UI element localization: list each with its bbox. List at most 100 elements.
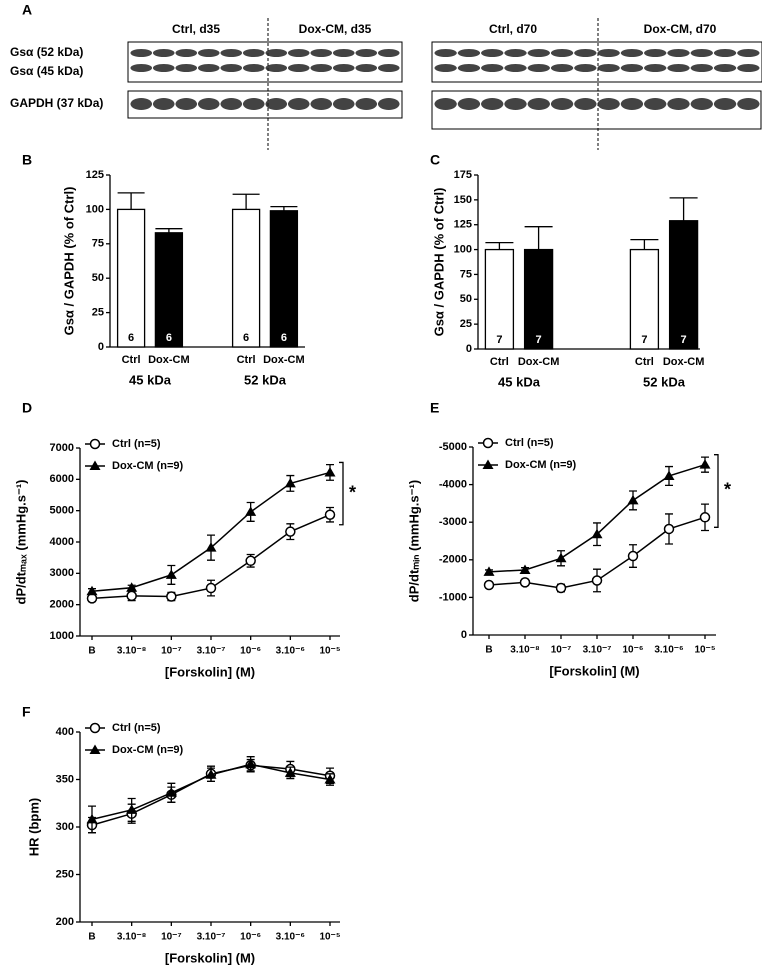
blot-band: [713, 49, 737, 57]
blot-band: [377, 98, 400, 110]
marker: [86, 593, 98, 604]
error-bar: [485, 241, 514, 250]
blot-band: [355, 64, 378, 72]
blot-band: [175, 98, 198, 110]
marker: [627, 494, 639, 505]
marker: [324, 509, 336, 520]
y-tick-label: 250: [56, 868, 74, 880]
blot-band: [737, 98, 760, 110]
x-tick-label: 3.10⁻⁸: [510, 645, 540, 656]
bar: [154, 232, 184, 348]
bar: [484, 248, 515, 350]
blot-frame: [127, 41, 403, 83]
y-tick-label: 2000: [50, 599, 74, 611]
series-label: Ctrl: [635, 356, 654, 368]
blot-band: [287, 64, 310, 72]
series-label: Dox-CM: [148, 354, 190, 366]
y-tick-label: 0: [466, 343, 472, 355]
panel-label: B: [22, 152, 32, 168]
marker: [245, 555, 256, 567]
x-axis-label: [Forskolin] (M): [165, 664, 255, 679]
y-tick-label: 0: [98, 341, 104, 353]
legend-label: Dox-CM (n=9): [112, 460, 184, 472]
y-tick-label: 50: [92, 272, 104, 284]
blot-band: [310, 49, 333, 57]
panel-label: E: [430, 400, 439, 416]
y-tick-label: 400: [56, 726, 74, 738]
blot-band: [287, 98, 310, 110]
blot-band: [220, 49, 243, 57]
bar: [668, 220, 699, 350]
marker: [663, 523, 675, 535]
marker: [165, 787, 177, 797]
blot-band: [481, 49, 504, 57]
blot-band: [434, 64, 457, 72]
blot-band: [504, 98, 527, 110]
blot-band: [130, 64, 153, 72]
marker: [165, 569, 177, 579]
error-bar: [232, 193, 260, 210]
error-bar: [270, 205, 298, 211]
blot-band: [574, 98, 597, 110]
blot-band: [332, 49, 355, 57]
blot-band: [434, 98, 457, 110]
y-axis-label: Gsα / GAPDH (% of Ctrl): [431, 188, 446, 337]
marker: [205, 769, 217, 779]
series-label: Dox-CM: [518, 356, 560, 368]
marker: [284, 477, 296, 488]
y-axis-label: HR (bpm): [26, 798, 41, 857]
legend-label: Ctrl (n=5): [505, 437, 554, 449]
blot-band: [504, 49, 527, 57]
blot-band: [310, 64, 333, 72]
blot-band: [550, 64, 574, 72]
blot-band: [457, 64, 481, 72]
marker: [627, 550, 639, 562]
marker: [245, 506, 257, 516]
blot-band: [620, 98, 644, 110]
blot-frame: [431, 41, 762, 83]
marker: [126, 804, 138, 814]
y-tick-label: 100: [86, 203, 104, 215]
marker: [284, 767, 296, 777]
blot-band: [574, 49, 597, 57]
x-tick-label: 10⁻⁷: [161, 932, 182, 943]
group-label: 52 kDa: [643, 374, 686, 389]
marker: [591, 528, 603, 539]
legend-marker: [89, 460, 101, 470]
y-tick-label: 1000: [50, 630, 74, 642]
blot-band: [242, 64, 265, 72]
x-tick-label: 3.10⁻⁷: [197, 646, 226, 657]
marker: [663, 470, 675, 480]
marker: [205, 582, 217, 594]
y-tick-label: 75: [92, 238, 104, 250]
y-axis-label: dP/dtₘᵢₙ (mmHg.s⁻¹): [406, 480, 421, 602]
marker: [483, 566, 495, 576]
marker: [699, 512, 711, 523]
y-tick-label: -3000: [439, 516, 467, 528]
y-tick-label: 7000: [50, 442, 74, 454]
marker: [126, 582, 138, 592]
legend-marker: [89, 438, 101, 450]
blot-frame: [431, 90, 762, 130]
blot-band: [644, 49, 667, 57]
blot-band: [152, 64, 175, 72]
blot-band: [690, 98, 713, 110]
blot-band: [197, 49, 220, 57]
x-tick-label: 10⁻⁶: [240, 932, 261, 943]
marker: [324, 466, 336, 477]
blot-band: [377, 64, 400, 72]
blot-row-label: Gsα (52 kDa): [10, 45, 83, 59]
blot-band: [265, 49, 288, 57]
y-tick-label: 300: [56, 821, 74, 833]
group-label: 45 kDa: [129, 372, 172, 387]
blot-group-label: Ctrl, d35: [172, 22, 220, 36]
blot-band: [620, 64, 644, 72]
series-label: Dox-CM: [263, 354, 305, 366]
blot-band: [527, 98, 550, 110]
x-tick-label: 10⁻⁷: [551, 645, 572, 656]
bar: [116, 208, 146, 348]
blot-band: [197, 64, 220, 72]
marker: [555, 582, 567, 594]
blot-group-label: Dox-CM, d35: [299, 22, 372, 36]
bar: [231, 208, 261, 348]
